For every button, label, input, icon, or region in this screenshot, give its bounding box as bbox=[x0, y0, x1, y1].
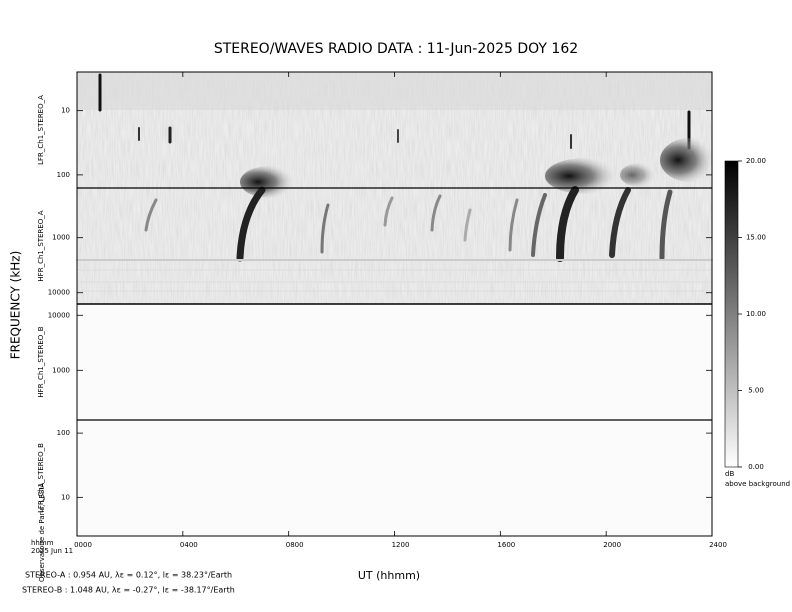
x-tick-label: 2400 bbox=[709, 541, 727, 549]
burst bbox=[531, 193, 547, 257]
colorbar-tick-label: 10.00 bbox=[746, 310, 766, 318]
burst bbox=[556, 186, 579, 262]
y-tick-label: 10 bbox=[61, 493, 70, 501]
chart-title: STEREO/WAVES RADIO DATA : 11-Jun-2025 DO… bbox=[214, 41, 578, 57]
burst bbox=[463, 208, 472, 242]
x-tick-label: 0800 bbox=[286, 541, 304, 549]
y-tick-label: 100 bbox=[57, 171, 70, 179]
burst bbox=[383, 196, 394, 227]
x-tick-label: 1600 bbox=[497, 541, 515, 549]
colorbar-tick-label: 0.00 bbox=[748, 463, 764, 471]
burst bbox=[144, 198, 158, 232]
lfr-noise-band bbox=[77, 72, 712, 110]
credit: Observatoire de Paris, LESIA bbox=[38, 483, 46, 582]
burst bbox=[240, 166, 300, 198]
burst bbox=[430, 194, 442, 232]
burst bbox=[320, 203, 330, 254]
burst bbox=[609, 187, 631, 258]
date: 2025 Jun 11 bbox=[31, 547, 73, 555]
burst bbox=[236, 186, 266, 262]
burst bbox=[508, 198, 519, 252]
panel-label: HFR_Ch1_STEREO_B bbox=[37, 326, 45, 397]
burst bbox=[545, 158, 625, 194]
colorbar-tick-label: 15.00 bbox=[746, 234, 766, 242]
burst bbox=[659, 189, 673, 261]
x-tick-label: 1200 bbox=[392, 541, 410, 549]
burst bbox=[620, 163, 660, 187]
colorbar bbox=[724, 160, 739, 468]
colorbar-unit: dB bbox=[725, 470, 734, 478]
y-tick-label: 1000 bbox=[52, 366, 70, 374]
bursts bbox=[76, 73, 720, 292]
y-tick-label: 1000 bbox=[52, 234, 70, 242]
colorbar-label: above background bbox=[725, 480, 790, 488]
time-unit: hhmm bbox=[31, 539, 54, 547]
x-axis-title: UT (hhmm) bbox=[358, 569, 420, 582]
x-tick-label: 0000 bbox=[74, 541, 92, 549]
y-tick-label: 10000 bbox=[48, 289, 70, 297]
panel-label: LFR_Ch1_STEREO_B bbox=[37, 443, 45, 513]
x-tick-label: 2000 bbox=[603, 541, 621, 549]
note: STEREO-B : 1.048 AU, λε = -0.27°, lε = -… bbox=[22, 586, 235, 595]
burst bbox=[660, 138, 720, 182]
panel-label: LFR_Ch1_STEREO_A bbox=[37, 95, 45, 165]
panel-label: HFR_Ch1_STEREO_A bbox=[37, 210, 45, 281]
y-axis-title: FREQUENCY (kHz) bbox=[9, 251, 23, 360]
colorbar-tick-label: 20.00 bbox=[746, 157, 766, 165]
x-tick-label: 0400 bbox=[180, 541, 198, 549]
y-tick-label: 10 bbox=[61, 107, 70, 115]
colorbar-tick-label: 5.00 bbox=[748, 387, 764, 395]
y-tick-label: 100 bbox=[57, 429, 70, 437]
y-tick-label: 10000 bbox=[48, 311, 70, 319]
note: STEREO-A : 0.954 AU, λε = 0.12°, lε = 38… bbox=[25, 571, 232, 580]
